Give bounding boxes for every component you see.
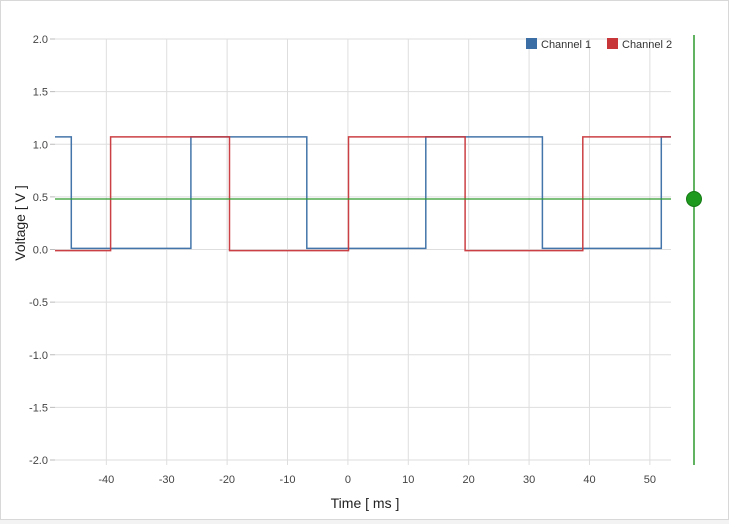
legend-swatch-channel-2 (607, 38, 618, 49)
series-line-channel-1 (55, 136, 671, 250)
y-tick-label: -2.0 (29, 455, 48, 467)
series-line-channel-2 (55, 136, 671, 252)
legend-label-channel-1: Channel 1 (541, 39, 591, 51)
x-tick-label: -20 (219, 474, 235, 486)
y-tick-label: -0.5 (29, 297, 48, 309)
y-axis-title: Voltage [ V ] (12, 185, 28, 261)
legend-swatch-channel-1 (526, 38, 537, 49)
x-tick-label: 50 (644, 474, 656, 486)
x-tick-label: -30 (159, 474, 175, 486)
legend: Channel 1 Channel 2 (526, 38, 672, 51)
x-tick-label: 20 (463, 474, 475, 486)
x-tick-label: 0 (345, 474, 351, 486)
trigger-slider-handle[interactable] (686, 190, 702, 207)
grid (55, 38, 671, 465)
y-tick-label: 0.0 (33, 245, 48, 257)
y-tick-label: 1.5 (33, 87, 48, 99)
x-tick-label: -10 (280, 474, 296, 486)
y-tick-label: 1.0 (33, 139, 48, 151)
y-tick-label: 0.5 (33, 192, 48, 204)
x-tick-labels: -40 -30 -20 -10 0 10 20 30 40 50 (98, 474, 656, 486)
y-tick-labels: 2.0 1.5 1.0 0.5 0.0 -0.5 -1.0 -1.5 -2.0 (29, 34, 55, 467)
x-tick-label: 10 (402, 474, 414, 486)
series-lines (55, 136, 671, 252)
y-tick-label: 2.0 (33, 34, 48, 46)
y-tick-label: -1.5 (29, 402, 48, 414)
x-tick-label: -40 (98, 474, 114, 486)
y-tick-label: -1.0 (29, 350, 48, 362)
x-tick-label: 30 (523, 474, 535, 486)
legend-label-channel-2: Channel 2 (622, 39, 672, 51)
x-axis-title: Time [ ms ] (331, 495, 400, 511)
x-tick-label: 40 (583, 474, 595, 486)
